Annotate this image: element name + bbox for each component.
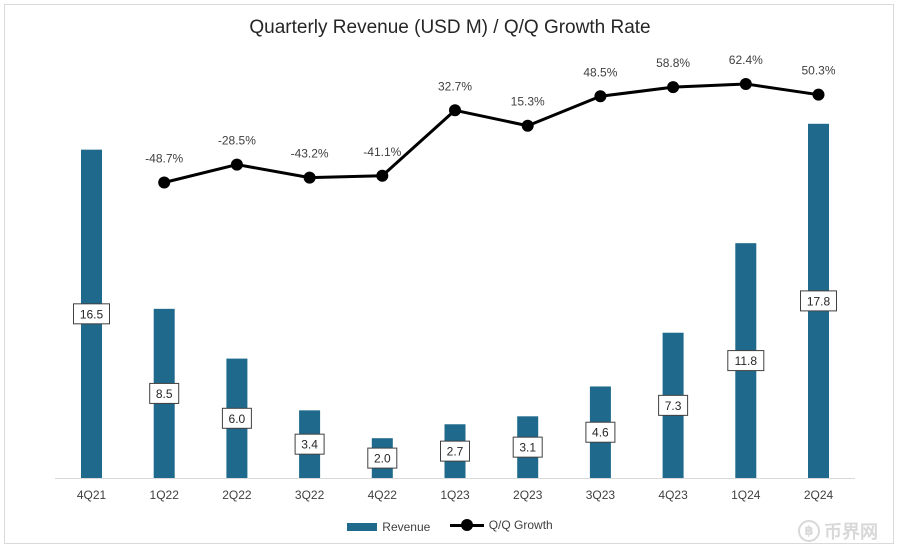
watermark-coin-icon: ฿ xyxy=(798,520,820,542)
revenue-data-label: 3.4 xyxy=(301,438,318,452)
legend-label-revenue: Revenue xyxy=(382,520,431,534)
legend-swatch-growth xyxy=(449,519,484,531)
x-tick-label: 2Q22 xyxy=(222,488,252,502)
growth-point xyxy=(230,158,243,171)
revenue-data-label: 17.8 xyxy=(807,294,831,308)
growth-data-label: 48.5% xyxy=(583,65,617,79)
growth-point xyxy=(812,88,825,101)
revenue-label-box xyxy=(727,350,765,372)
growth-data-label: -41.1% xyxy=(363,145,401,159)
growth-point xyxy=(739,77,752,90)
x-tick-label: 1Q23 xyxy=(440,488,470,502)
revenue-data-label: 4.6 xyxy=(592,426,609,440)
legend-item-growth: Q/Q Growth xyxy=(449,518,553,532)
x-tick-label: 3Q22 xyxy=(295,488,325,502)
revenue-label-box xyxy=(512,436,543,458)
revenue-label-box xyxy=(73,303,110,325)
revenue-data-label: 2.0 xyxy=(374,452,391,466)
growth-point xyxy=(521,119,534,132)
legend-swatch-revenue xyxy=(347,523,378,531)
growth-data-label: 58.8% xyxy=(656,56,690,70)
revenue-label-box xyxy=(440,440,470,462)
watermark-text: 币界网 xyxy=(824,522,878,542)
watermark: ฿ 币界网 xyxy=(798,518,878,544)
growth-data-label: 50.3% xyxy=(801,64,835,78)
revenue-data-label: 7.3 xyxy=(665,399,682,413)
legend-item-revenue: Revenue xyxy=(347,520,430,534)
x-tick-label: 1Q22 xyxy=(150,488,180,502)
revenue-data-label: 6.0 xyxy=(229,412,246,426)
growth-data-label: -28.5% xyxy=(218,134,256,148)
revenue-label-box xyxy=(585,421,616,443)
x-tick-label: 4Q21 xyxy=(77,488,107,502)
revenue-label-box xyxy=(367,447,398,469)
growth-data-label: 32.7% xyxy=(438,79,472,93)
x-tick-label: 4Q23 xyxy=(658,488,688,502)
legend-label-growth: Q/Q Growth xyxy=(488,518,553,532)
chart-legend: Revenue Q/Q Growth xyxy=(0,518,900,534)
growth-line xyxy=(163,82,819,184)
revenue-label-box xyxy=(658,394,689,416)
growth-point xyxy=(376,169,389,182)
growth-data-label: 62.4% xyxy=(729,53,763,67)
growth-point xyxy=(667,81,680,94)
growth-point xyxy=(449,104,461,117)
growth-data-label: 15.3% xyxy=(511,95,545,109)
chart-title: Quarterly Revenue (USD M) / Q/Q Growth R… xyxy=(249,17,651,38)
x-tick-label: 3Q23 xyxy=(586,488,616,502)
x-tick-label: 4Q22 xyxy=(368,488,398,502)
growth-point xyxy=(594,90,607,103)
revenue-label-box xyxy=(221,407,252,429)
revenue-data-label: 2.7 xyxy=(447,445,464,459)
x-tick-label: 2Q24 xyxy=(804,488,834,502)
growth-data-label: -48.7% xyxy=(145,151,183,165)
revenue-data-label: 11.8 xyxy=(735,354,758,368)
revenue-data-label: 3.1 xyxy=(519,441,536,455)
revenue-label-box xyxy=(800,290,837,312)
growth-data-label: -43.2% xyxy=(291,147,329,161)
x-tick-label: 1Q24 xyxy=(731,488,761,502)
revenue-label-box xyxy=(294,433,325,455)
revenue-data-label: 16.5 xyxy=(80,307,104,321)
growth-point xyxy=(158,176,171,189)
x-tick-label: 2Q23 xyxy=(513,488,543,502)
revenue-label-box xyxy=(149,382,180,404)
growth-point xyxy=(303,171,316,184)
revenue-data-label: 8.5 xyxy=(156,387,173,401)
